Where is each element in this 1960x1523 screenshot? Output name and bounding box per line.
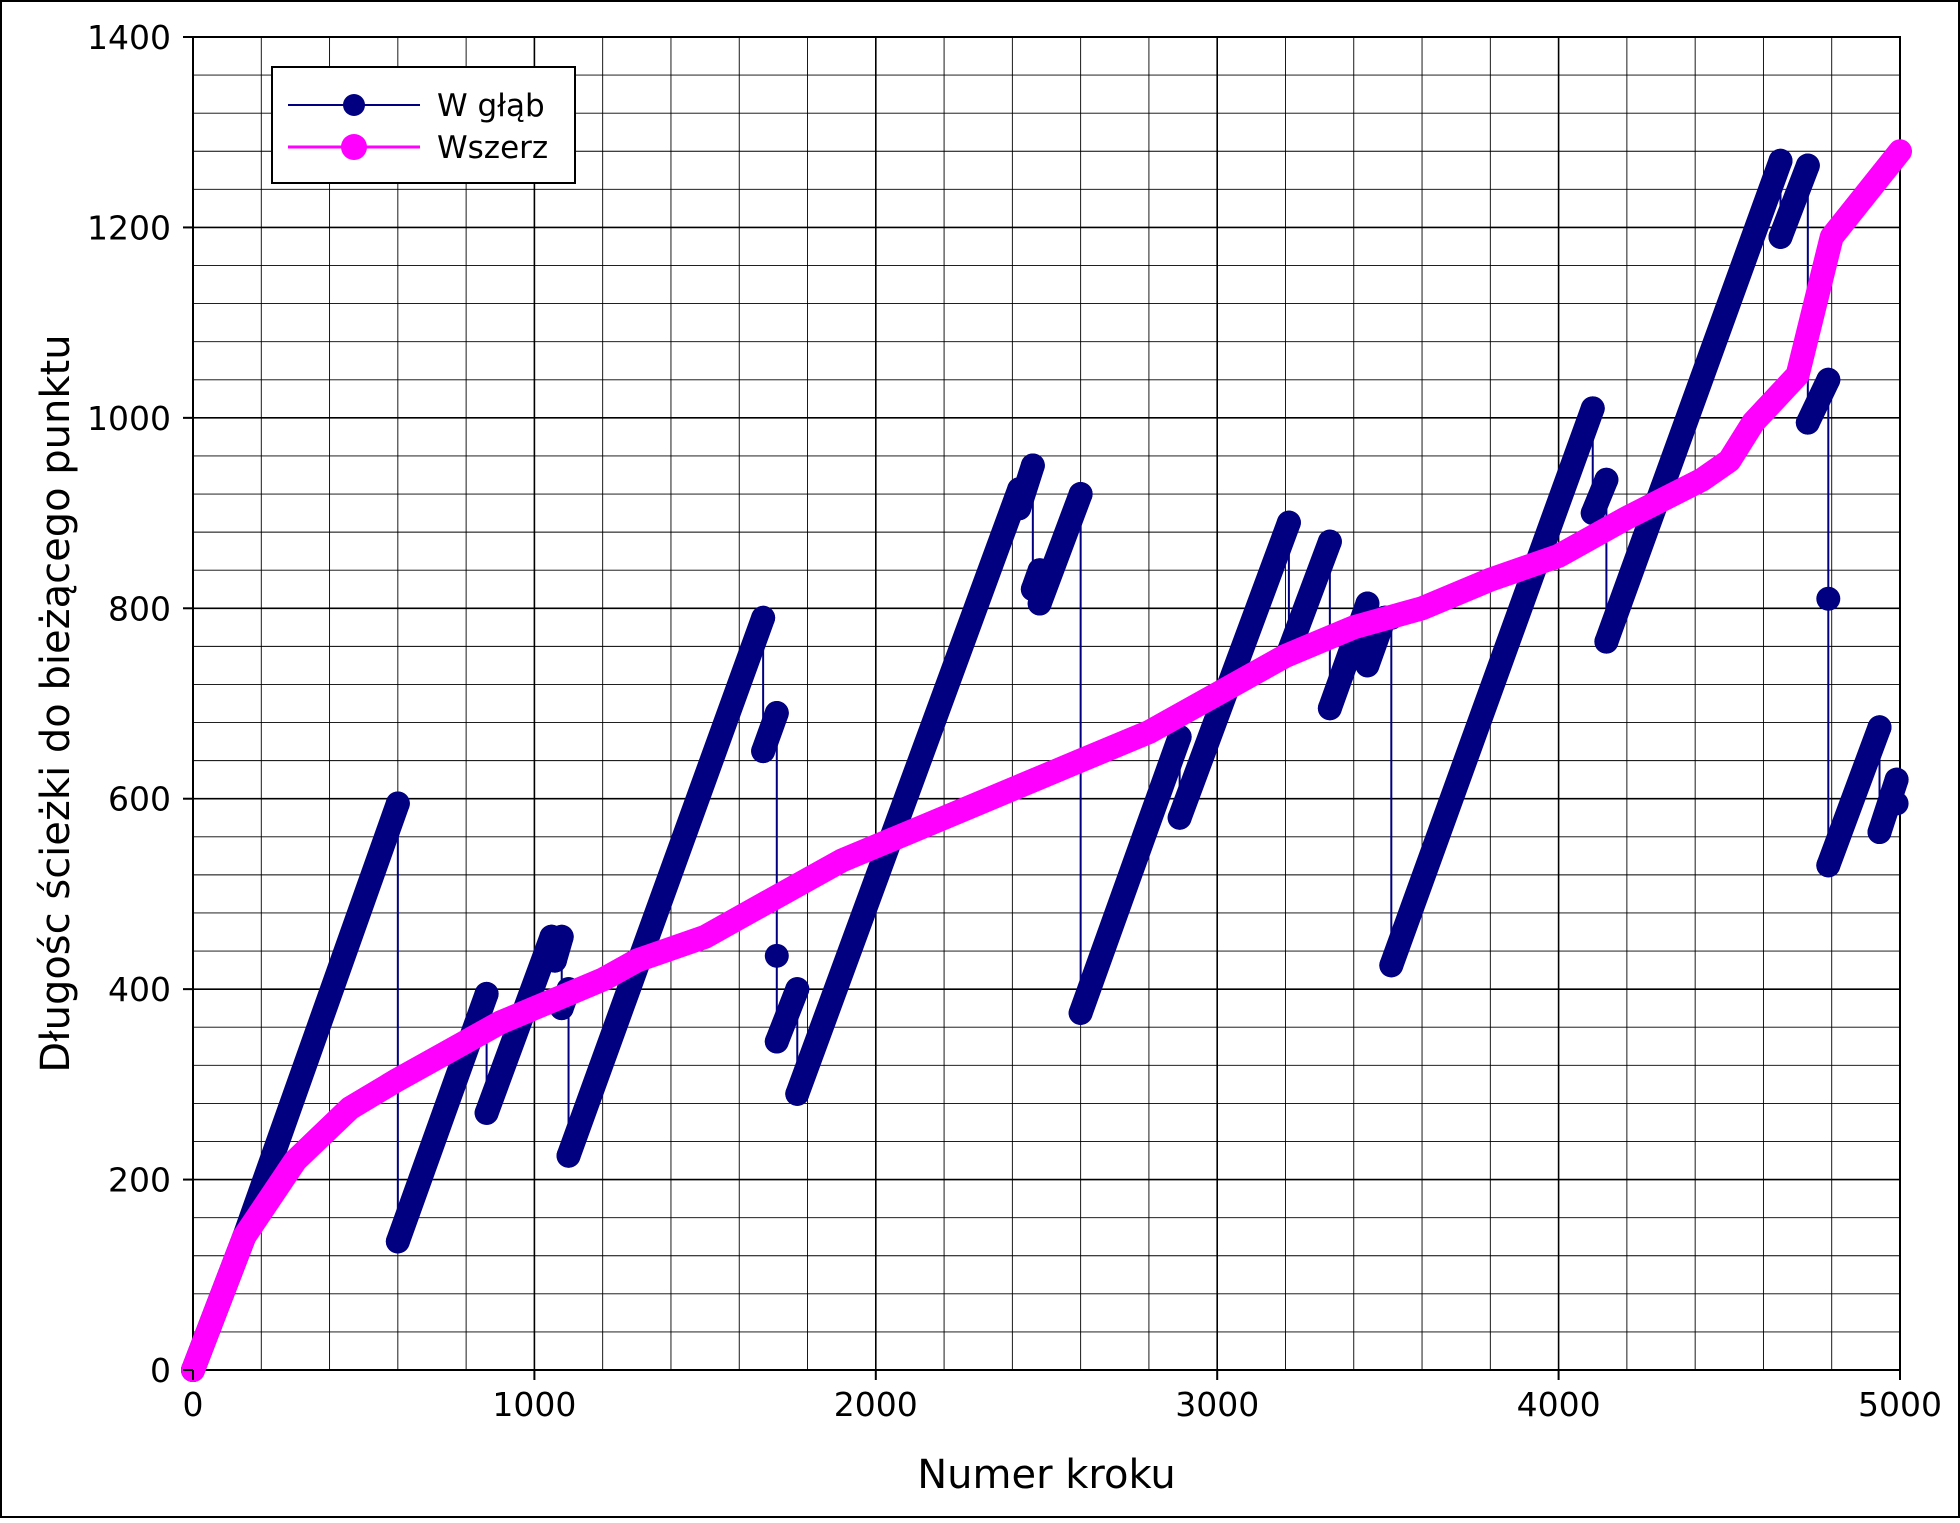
legend: W głąb Wszerz <box>271 66 576 184</box>
dfs-series-point <box>1020 453 1045 478</box>
y-tick-label: 0 <box>150 1351 171 1390</box>
dfs-series-point <box>385 791 410 816</box>
plot-area <box>192 36 1901 1371</box>
dfs-series-point <box>1816 853 1841 878</box>
dfs-series-point <box>785 977 810 1002</box>
dfs-series-point <box>1007 496 1032 521</box>
dfs-series-segment <box>1276 529 1342 664</box>
dfs-series-segment <box>1027 482 1093 616</box>
y-tick-label: 1400 <box>87 18 171 57</box>
dfs-series-segment <box>1068 724 1192 1025</box>
dfs-series-point <box>764 943 789 968</box>
dfs-series-point <box>1027 558 1052 583</box>
dfs-series-point <box>1167 805 1192 830</box>
dfs-series-point <box>1867 820 1892 845</box>
dfs-series-point <box>1276 510 1301 535</box>
dfs-series-point <box>1317 529 1342 554</box>
dfs-series-point <box>474 981 499 1006</box>
dfs-series-point <box>764 1029 789 1054</box>
x-tick-label: 2000 <box>834 1385 918 1424</box>
legend-label: W głąb <box>437 88 545 124</box>
dfs-series-point <box>1068 1000 1093 1025</box>
bfs-series-line <box>181 139 1912 1382</box>
y-tick-label: 800 <box>108 589 171 628</box>
x-tick-label: 3000 <box>1175 1385 1259 1424</box>
legend-swatch-marker <box>341 134 367 160</box>
dfs-series-point <box>1317 696 1342 721</box>
y-tick-label: 1000 <box>87 399 171 438</box>
y-axis-title: Długośc ścieżki do bieżącego punktu <box>33 334 79 1072</box>
x-tick-label: 5000 <box>1858 1385 1942 1424</box>
dfs-series-point <box>1027 591 1052 616</box>
x-tick-label: 0 <box>183 1385 204 1424</box>
dfs-series-point <box>1594 467 1619 492</box>
dfs-series-point <box>1068 482 1093 507</box>
dfs-series-segment <box>1594 148 1793 654</box>
x-axis-title: Numer kroku <box>917 1452 1176 1498</box>
dfs-series-point <box>751 605 776 630</box>
dfs-series-point <box>1768 224 1793 249</box>
dfs-series-segment <box>232 791 410 1249</box>
dfs-series-point <box>1768 148 1793 173</box>
dfs-series-segment <box>556 605 776 1168</box>
dfs-series-point <box>1379 953 1404 978</box>
dfs-series-point <box>751 739 776 764</box>
dfs-series-point <box>764 701 789 726</box>
series-layer <box>181 139 1912 1382</box>
y-tick-label: 200 <box>108 1161 171 1200</box>
y-tick-label: 400 <box>108 970 171 1009</box>
legend-box <box>271 66 576 184</box>
dfs-series-segment <box>1768 153 1820 249</box>
y-tick-label: 1200 <box>87 208 171 247</box>
dfs-series-point <box>1816 367 1841 392</box>
dfs-series-point <box>1580 501 1605 526</box>
y-axis-ticks: 0 200 400 600 800 1000 1200 1400 <box>87 18 193 1390</box>
dfs-series-point <box>1594 629 1619 654</box>
dfs-series-point <box>1795 410 1820 435</box>
dfs-series-point <box>474 1100 499 1125</box>
dfs-series-point <box>1867 715 1892 740</box>
dfs-series-point <box>1816 586 1841 611</box>
dfs-series-point <box>549 924 574 949</box>
dfs-series-point <box>542 948 567 973</box>
x-axis-ticks: 0 1000 2000 3000 4000 5000 <box>183 1370 1942 1424</box>
dfs-series-segment <box>1379 396 1605 978</box>
dfs-series-segment <box>785 477 1032 1106</box>
dfs-series-segment <box>1167 510 1301 830</box>
dfs-series-point <box>1580 396 1605 421</box>
dfs-series-point <box>1795 153 1820 178</box>
dfs-series-point <box>385 1229 410 1254</box>
dfs-series-point <box>556 1143 581 1168</box>
dfs-series-point <box>785 1081 810 1106</box>
y-tick-label: 600 <box>108 780 171 819</box>
dfs-series-point <box>1355 653 1380 678</box>
x-tick-label: 1000 <box>492 1385 576 1424</box>
dfs-series-point <box>1884 791 1909 816</box>
legend-swatch-marker <box>343 94 365 116</box>
dfs-series-segment <box>1816 715 1892 878</box>
dfs-series-point <box>1884 767 1909 792</box>
legend-label: Wszerz <box>437 130 548 166</box>
dfs-series-point <box>1007 477 1032 502</box>
x-tick-label: 4000 <box>1517 1385 1601 1424</box>
